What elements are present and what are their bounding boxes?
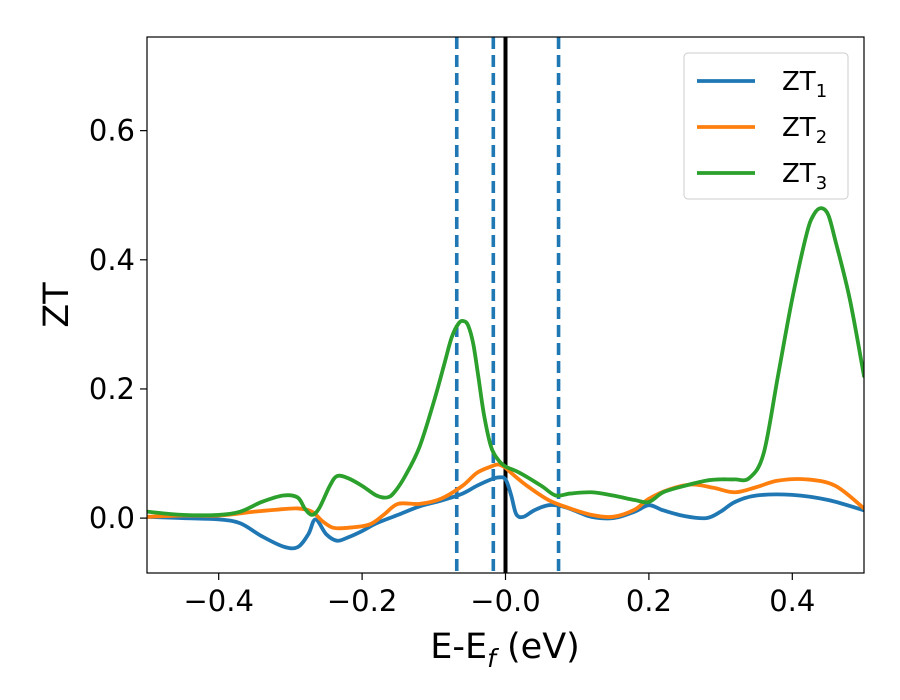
x-tick-label: −0.4 [183,584,253,618]
y-axis-label: ZT [37,282,77,328]
y-tick-label: 0.4 [89,243,135,277]
x-tick-label: 0.2 [626,584,672,618]
legend-box [683,52,849,200]
x-axis-label: E-Ef (eV) [430,627,580,673]
x-tick-label: −0.0 [470,584,540,618]
legend-label-zt2: ZT2 [782,113,827,148]
y-tick-label: 0.2 [89,372,135,406]
x-axis-ticks: −0.4 −0.2 −0.0 0.2 0.4 [183,573,815,618]
y-axis-ticks: 0.0 0.2 0.4 0.6 [89,114,147,535]
series-line-zt3 [147,206,864,518]
legend: ZT1 ZT2 ZT3 [683,52,849,200]
y-tick-label: 0.6 [89,114,135,148]
legend-label-zt1: ZT1 [782,67,827,102]
y-tick-label: 0.0 [89,501,135,535]
series-line-zt2 [147,462,864,531]
x-tick-label: −0.2 [327,584,397,618]
series-lines [147,206,864,551]
series-line-zt1 [147,475,864,551]
x-tick-label: 0.4 [769,584,815,618]
legend-label-zt3: ZT3 [782,159,827,194]
